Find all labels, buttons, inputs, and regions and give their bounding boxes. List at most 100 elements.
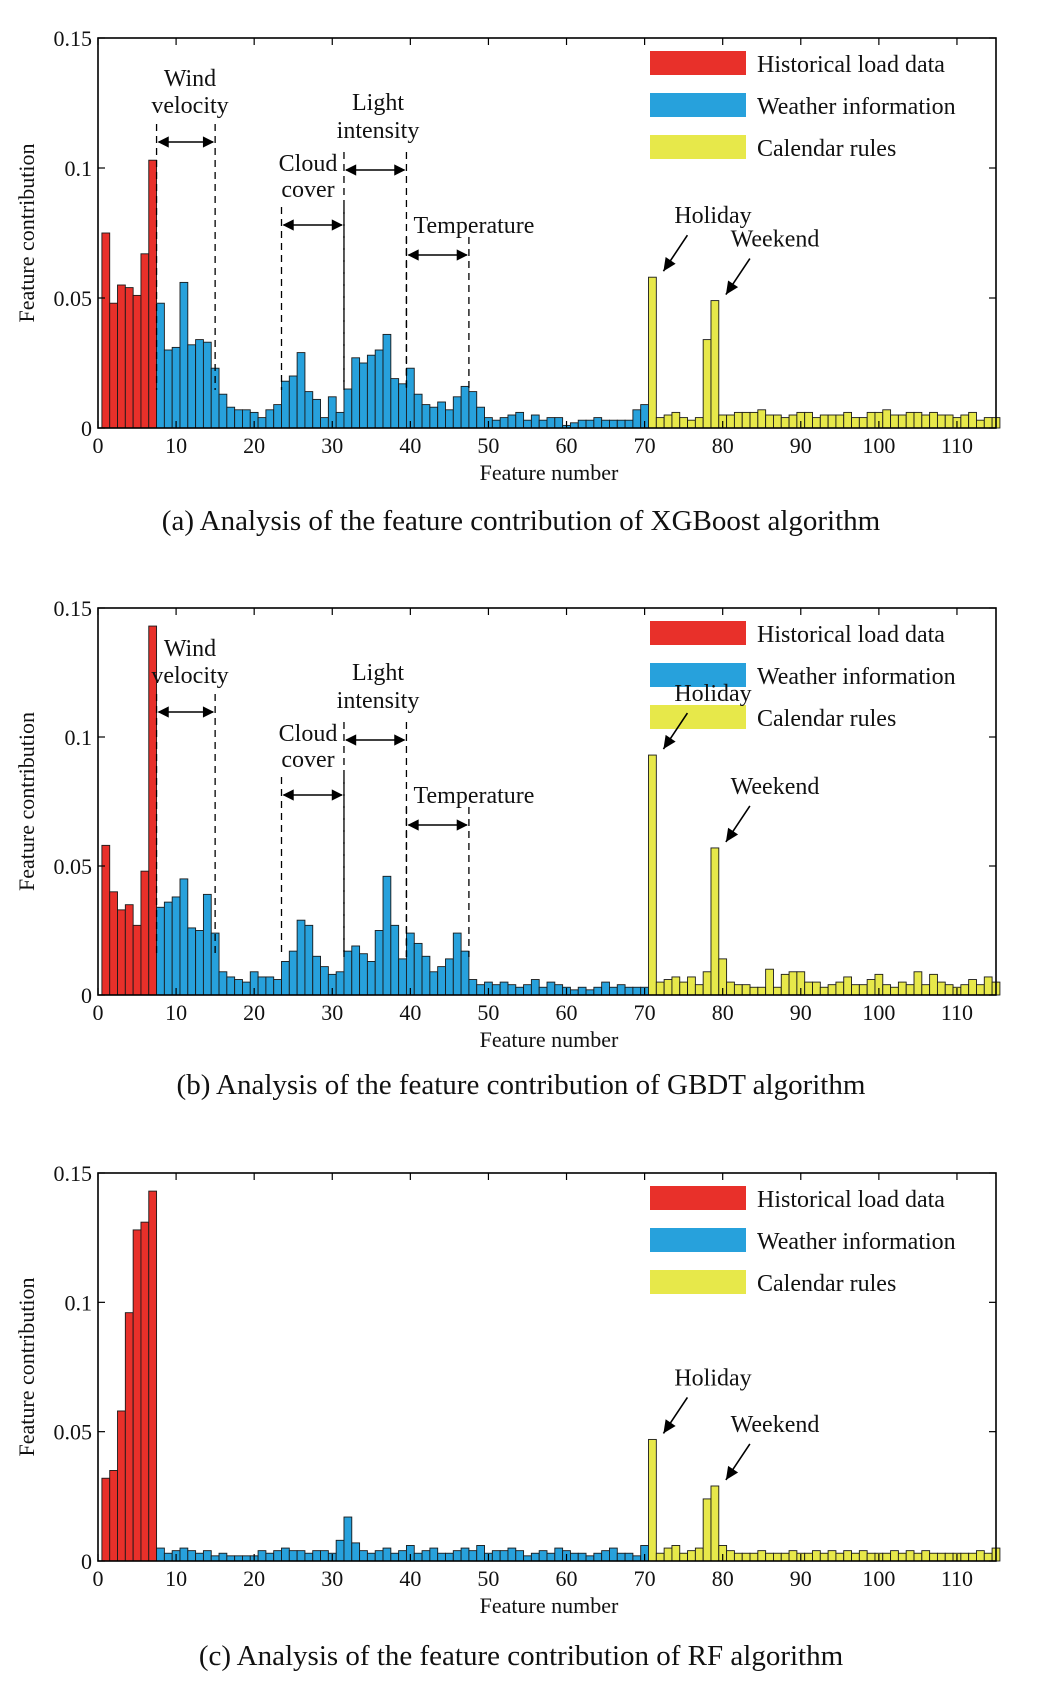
callout-weekend: Weekend: [725, 774, 819, 843]
bar: [156, 1547, 165, 1562]
span-arrow-head: [157, 706, 169, 718]
bar: [788, 1550, 798, 1562]
bar: [733, 1552, 743, 1562]
bar: [968, 1552, 977, 1562]
bar: [616, 1552, 626, 1562]
callout-holiday: Holiday: [662, 203, 752, 272]
bar: [538, 1550, 548, 1562]
bar: [632, 409, 642, 429]
x-tick-label: 100: [862, 433, 895, 458]
plot-frame: [97, 37, 997, 429]
bar: [726, 981, 735, 996]
bar: [452, 1550, 462, 1562]
bar: [655, 417, 665, 429]
span-arrow-head: [344, 164, 357, 176]
bar: [171, 896, 181, 996]
bar: [812, 417, 821, 429]
bar: [726, 414, 735, 429]
bar: [929, 1552, 938, 1562]
bar: [288, 950, 298, 996]
bar: [671, 976, 681, 996]
bar: [538, 419, 548, 429]
bar: [273, 1550, 282, 1562]
bar: [827, 414, 837, 429]
bar: [773, 986, 782, 996]
x-tick-label: 60: [556, 1000, 578, 1025]
legend-label: Calendar rules: [757, 136, 896, 162]
figure-caption: (a) Analysis of the feature contribution…: [162, 505, 881, 537]
bar: [351, 1542, 361, 1562]
series-weather-information: [156, 875, 649, 996]
x-tick-label: 60: [556, 1566, 578, 1591]
bar: [843, 1550, 852, 1562]
bar: [757, 409, 767, 429]
bar: [749, 411, 759, 429]
bar: [343, 950, 353, 996]
bar: [655, 981, 665, 996]
bar: [195, 930, 204, 996]
bar: [944, 414, 954, 429]
bar: [976, 984, 985, 996]
y-tick-label: 0: [81, 1549, 92, 1574]
x-tick-label: 90: [790, 1000, 812, 1025]
callout-label: Holiday: [674, 681, 751, 707]
figure-caption: (c) Analysis of the feature contribution…: [199, 1640, 844, 1672]
span-label: cover: [281, 177, 334, 203]
bar: [335, 411, 345, 429]
bar: [648, 754, 657, 996]
bar: [382, 875, 392, 996]
bar: [374, 930, 384, 996]
bar: [398, 383, 407, 429]
bar: [757, 1550, 767, 1562]
bar: [499, 981, 509, 996]
bar: [858, 984, 868, 996]
bar: [882, 409, 892, 429]
legend-swatch: [650, 135, 746, 159]
legend-swatch: [650, 705, 746, 729]
bar: [460, 385, 470, 429]
bar: [866, 411, 876, 429]
x-tick-label: 30: [321, 1566, 343, 1591]
bar: [609, 419, 618, 429]
y-tick-label: 0.1: [65, 725, 93, 750]
legend: Historical load data Weather information C…: [650, 51, 956, 162]
bar: [702, 339, 712, 429]
bar: [976, 419, 985, 429]
series-calendar-rules: [648, 1438, 1001, 1562]
bar: [546, 417, 556, 429]
bar: [780, 417, 790, 429]
bar: [413, 393, 423, 429]
bar: [929, 411, 938, 429]
bar: [851, 417, 860, 429]
x-tick-label: 40: [399, 433, 421, 458]
bar: [132, 1229, 142, 1562]
bar: [242, 981, 251, 996]
bar: [749, 986, 759, 996]
span-arrow-head: [394, 734, 406, 746]
legend: Historical load data Weather information C…: [650, 1186, 956, 1297]
bar: [804, 1552, 813, 1562]
bar: [312, 398, 321, 429]
span-label: Light: [352, 90, 404, 116]
bar: [687, 419, 696, 429]
bar: [398, 958, 407, 996]
bar: [726, 1550, 735, 1562]
span-arrow-head: [344, 734, 357, 746]
bar: [890, 986, 899, 996]
bar: [343, 388, 353, 429]
x-tick-label: 80: [712, 1566, 734, 1591]
bar: [445, 409, 454, 429]
legend-label: Historical load data: [757, 622, 945, 648]
bar: [694, 1547, 704, 1562]
bar: [546, 981, 556, 996]
bar: [281, 1547, 290, 1562]
bar: [296, 352, 306, 429]
bar: [936, 981, 946, 996]
x-tick-label: 110: [941, 1000, 973, 1025]
bar: [320, 1550, 329, 1562]
bar: [476, 406, 485, 429]
bar: [741, 984, 751, 996]
bar: [530, 979, 540, 996]
span-arrow-head: [331, 219, 343, 231]
bar: [687, 976, 696, 996]
